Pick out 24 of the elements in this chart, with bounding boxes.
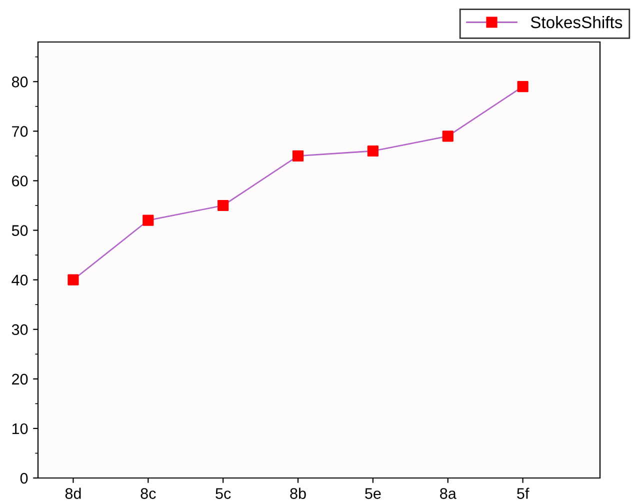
x-tick-label: 5c (216, 488, 231, 499)
x-tick-label: 8b (290, 488, 306, 499)
x-tick-label: 8c (140, 488, 156, 499)
x-tick-label: 5f (517, 488, 530, 499)
point (142, 214, 154, 226)
y-tick-label: 40 (12, 274, 28, 286)
y-tick-label: 30 (12, 324, 28, 336)
legend-label: StokesShifts (530, 16, 622, 28)
y-tick-label: 80 (12, 76, 28, 88)
y-tick-label: 50 (12, 225, 28, 236)
point (442, 130, 454, 142)
point (292, 150, 304, 162)
point (68, 274, 79, 286)
x-tick-label: 8d (65, 488, 81, 499)
point (517, 81, 528, 92)
x-tick-label: 5e (365, 488, 381, 499)
y-tick-label: 70 (12, 126, 28, 137)
point (218, 200, 229, 212)
point (367, 145, 379, 157)
x-tick-label: 8a (440, 488, 456, 499)
y-tick-label: 20 (12, 374, 28, 385)
y-tick-label: 0 (20, 472, 28, 484)
y-tick-label: 60 (12, 176, 28, 186)
y-tick-label: 10 (12, 423, 28, 434)
